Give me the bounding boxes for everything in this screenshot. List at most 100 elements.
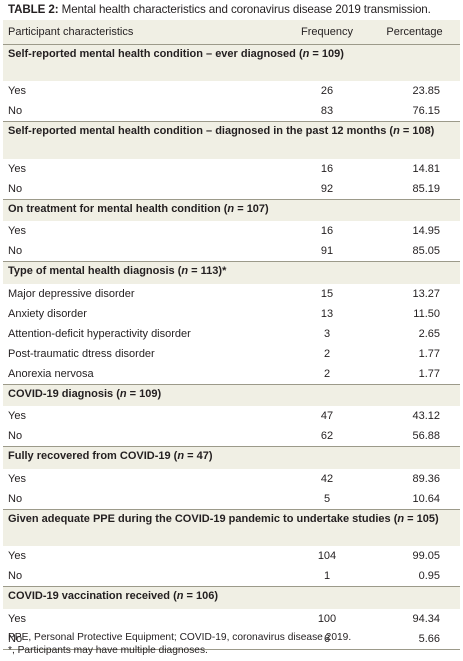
footnote-abbreviations: PPE, Personal Protective Equipment; COVI…: [8, 632, 352, 643]
section-n-label: n: [302, 47, 310, 60]
row-frequency: 26: [320, 85, 334, 97]
table-row: Yes 47 43.12: [3, 406, 460, 426]
section-row: Fully recovered from COVID-19 (n = 47): [3, 446, 460, 469]
section-title: On treatment for mental health condition…: [3, 198, 460, 221]
caption-text: Mental health characteristics and corona…: [58, 3, 431, 16]
footnote-asterisk: *, Participants may have multiple diagno…: [8, 645, 208, 656]
row-label: No: [8, 492, 23, 505]
table-row: Anorexia nervosa 2 1.77: [3, 364, 460, 385]
table-row: No 62 56.88: [3, 426, 460, 447]
section-n-value: = 105): [404, 512, 439, 525]
row-frequency: 47: [320, 410, 334, 422]
section-row: Self-reported mental health condition – …: [3, 43, 460, 81]
row-label: Yes: [8, 410, 26, 422]
row-label: No: [8, 182, 23, 195]
row-frequency: 15: [320, 287, 334, 300]
row-label: Yes: [8, 612, 26, 625]
row-label: Yes: [8, 225, 26, 237]
table-row: Yes 16 14.81: [3, 159, 460, 179]
table-row: No 1 0.95: [3, 566, 460, 587]
row-frequency: 1: [323, 570, 331, 582]
table-row: Yes 100 94.34: [3, 609, 460, 629]
section-title-text: Fully recovered from COVID-19: [8, 450, 171, 462]
header-row: Participant characteristics Frequency Pe…: [3, 20, 460, 45]
section-title-text: Given adequate PPE during the COVID-19 p…: [8, 512, 391, 525]
section-title-text: Self-reported mental health condition – …: [8, 47, 296, 60]
section-title-text: COVID-19 diagnosis: [8, 387, 114, 400]
row-frequency: 2: [323, 347, 331, 360]
section-n-value: = 113): [188, 265, 223, 277]
section-title: COVID-19 diagnosis (n = 109): [3, 383, 460, 406]
section-title: Self-reported mental health condition – …: [3, 43, 460, 81]
row-label: Yes: [8, 162, 26, 175]
table-row: No 6 5.66: [3, 628, 460, 650]
row-percentage: 43.12: [412, 410, 440, 422]
section-n-value: = 108): [399, 125, 435, 137]
row-label: Anorexia nervosa: [8, 367, 94, 380]
row-frequency: 16: [320, 225, 334, 237]
section-title-text: Type of mental health diagnosis: [8, 265, 175, 277]
row-percentage: 94.34: [412, 612, 440, 625]
section-n-value: = 109): [309, 47, 344, 60]
row-percentage: 1.77: [418, 347, 440, 360]
row-frequency: 92: [320, 182, 334, 195]
section-n-label: n: [176, 590, 184, 602]
table-row: Yes 16 14.95: [3, 221, 460, 241]
section-row: COVID-19 diagnosis (n = 109): [3, 383, 460, 406]
row-frequency: 104: [317, 550, 337, 562]
caption-label: TABLE 2:: [8, 3, 59, 16]
row-percentage: 56.88: [412, 430, 440, 442]
row-label: Anxiety disorder: [8, 307, 87, 320]
row-label: No: [8, 105, 23, 117]
row-frequency: 16: [320, 162, 334, 175]
row-label: No: [8, 245, 23, 257]
section-note-marker: *: [222, 265, 227, 277]
section-title-text: On treatment for mental health condition: [8, 202, 221, 215]
row-label: Yes: [8, 472, 26, 485]
table-row: Anxiety disorder 13 11.50: [3, 304, 460, 324]
header-percentage: Percentage: [369, 20, 460, 45]
row-label: No: [3, 628, 285, 650]
row-frequency: 91: [320, 245, 334, 257]
row-percentage: 10.64: [412, 492, 440, 505]
section-title-text: COVID-19 vaccination received: [8, 590, 171, 602]
table-row: Major depressive disorder 15 13.27: [3, 284, 460, 304]
table-row: No 91 85.05: [3, 241, 460, 262]
table-row: No 5 10.64: [3, 489, 460, 510]
section-row: Type of mental health diagnosis (n = 113…: [3, 261, 460, 284]
section-n-label: n: [119, 387, 127, 400]
section-n-label: n: [181, 265, 189, 277]
row-percentage: 99.05: [412, 550, 440, 562]
footnotes: PPE, Personal Protective Equipment; COVI…: [8, 631, 460, 657]
table-row: Post-traumatic dtress disorder 2 1.77: [3, 344, 460, 364]
row-percentage: 76.15: [412, 105, 440, 117]
section-row: Given adequate PPE during the COVID-19 p…: [3, 508, 460, 546]
table-caption: TABLE 2: Mental health characteristics a…: [8, 2, 460, 18]
section-title: Fully recovered from COVID-19 (n = 47): [3, 446, 460, 469]
table-row: No 92 85.19: [3, 179, 460, 200]
row-frequency: 6: [285, 628, 369, 650]
row-label: Yes: [8, 85, 26, 97]
section-n-label: n: [397, 512, 405, 525]
section-n-label: n: [393, 125, 400, 137]
row-label: Attention-deficit hyperactivity disorder: [8, 327, 191, 340]
row-frequency: 5: [323, 492, 331, 505]
row-percentage: 5.66: [369, 628, 460, 650]
section-n-value: = 106): [183, 590, 219, 602]
row-frequency: 83: [320, 105, 334, 117]
table-row: Attention-deficit hyperactivity disorder…: [3, 324, 460, 344]
row-percentage: 14.81: [412, 162, 440, 175]
section-title: COVID-19 vaccination received (n = 106): [3, 586, 460, 609]
row-percentage: 11.50: [413, 307, 440, 320]
row-frequency: 42: [320, 472, 334, 485]
row-label: Yes: [8, 550, 26, 562]
row-percentage: 0.95: [418, 570, 440, 582]
row-percentage: 85.19: [412, 182, 440, 195]
row-label: Major depressive disorder: [8, 287, 135, 300]
section-title: Type of mental health diagnosis (n = 113…: [3, 261, 460, 284]
section-row: On treatment for mental health condition…: [3, 198, 460, 221]
header-characteristics: Participant characteristics: [3, 20, 285, 45]
row-percentage: 85.05: [412, 245, 440, 257]
row-label: No: [8, 570, 23, 582]
